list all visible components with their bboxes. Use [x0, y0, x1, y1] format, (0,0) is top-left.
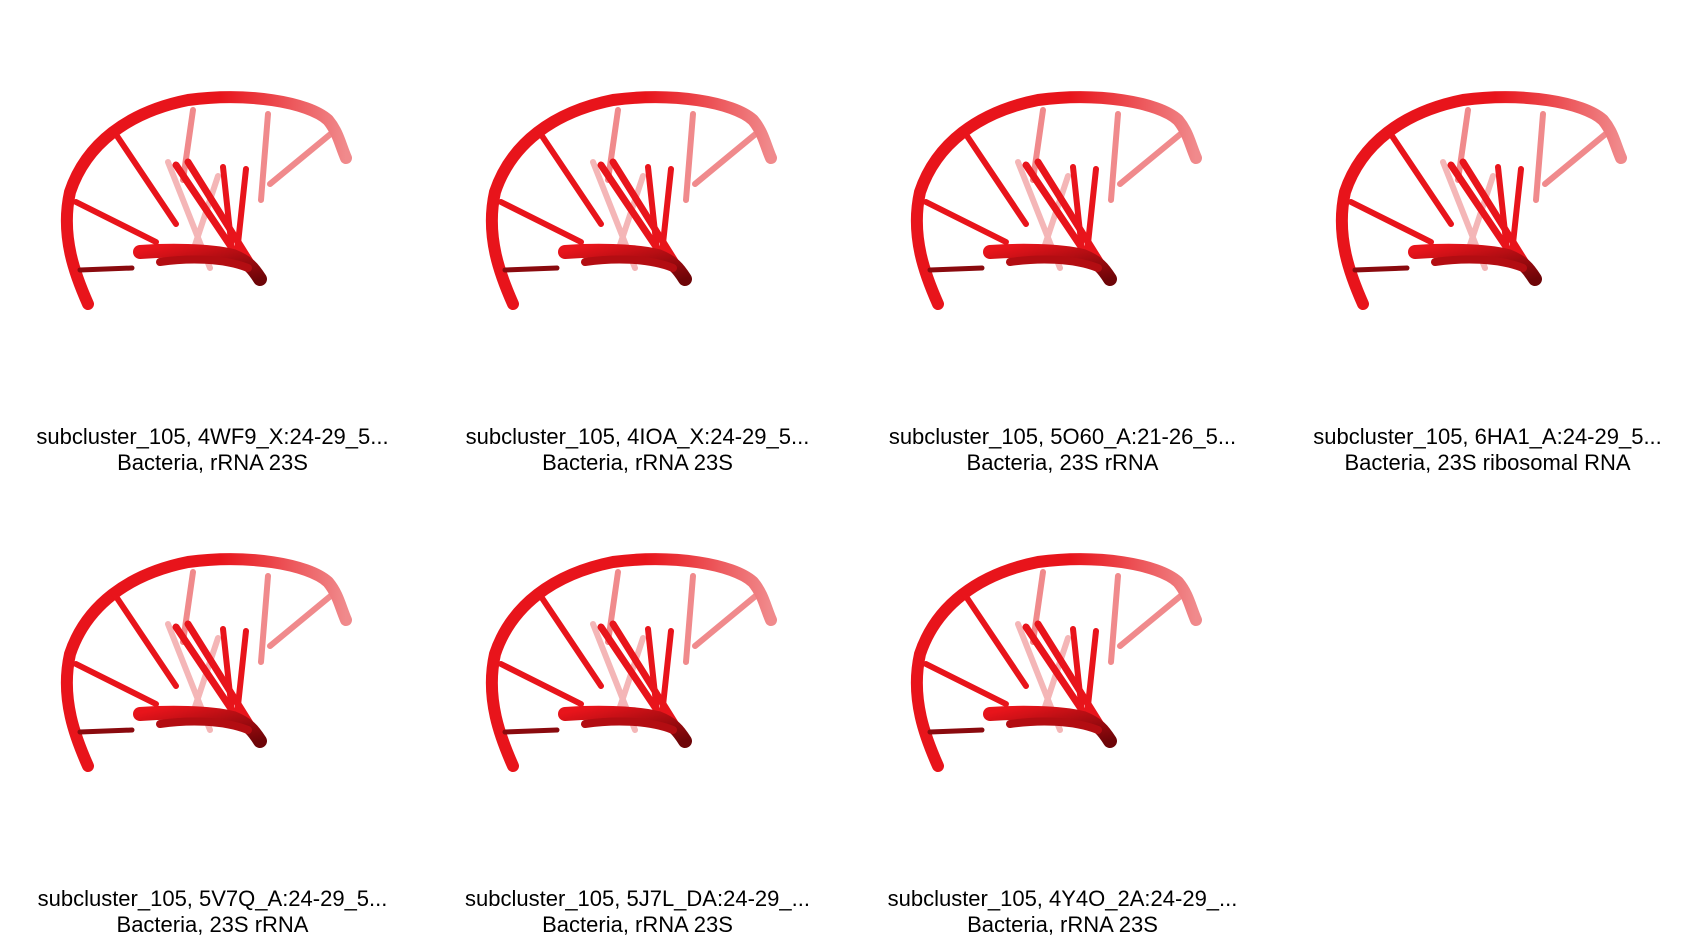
rna-structure-image	[48, 72, 378, 352]
rna-structure-image	[473, 534, 803, 814]
panel-title: subcluster_105, 4Y4O_2A:24-29_...	[887, 886, 1238, 911]
rna-structure-image	[473, 72, 803, 352]
rna-structure-image	[1323, 72, 1653, 352]
gallery-panel: subcluster_105, 4WF9_X:24-29_5... Bacter…	[0, 0, 425, 475]
panel-subtitle: Bacteria, rRNA 23S	[967, 912, 1158, 937]
panel-title: subcluster_105, 5J7L_DA:24-29_...	[465, 886, 810, 911]
panel-subtitle: Bacteria, rRNA 23S	[542, 450, 733, 475]
panel-subtitle: Bacteria, rRNA 23S	[117, 450, 308, 475]
gallery-panel: subcluster_105, 5J7L_DA:24-29_... Bacter…	[425, 462, 850, 937]
panel-caption: subcluster_105, 5V7Q_A:24-29_5... Bacter…	[0, 886, 425, 938]
panel-caption: subcluster_105, 4Y4O_2A:24-29_... Bacter…	[850, 886, 1275, 938]
gallery-panel: subcluster_105, 5V7Q_A:24-29_5... Bacter…	[0, 462, 425, 937]
rna-structure-image	[898, 534, 1228, 814]
panel-caption: subcluster_105, 5O60_A:21-26_5... Bacter…	[850, 424, 1275, 476]
panel-subtitle: Bacteria, rRNA 23S	[542, 912, 733, 937]
panel-caption: subcluster_105, 4WF9_X:24-29_5... Bacter…	[0, 424, 425, 476]
panel-caption: subcluster_105, 4IOA_X:24-29_5... Bacter…	[425, 424, 850, 476]
gallery-panel: subcluster_105, 6HA1_A:24-29_5... Bacter…	[1275, 0, 1700, 475]
panel-subtitle: Bacteria, 23S rRNA	[966, 450, 1159, 475]
panel-subtitle: Bacteria, 23S rRNA	[116, 912, 309, 937]
gallery-panel: subcluster_105, 4Y4O_2A:24-29_... Bacter…	[850, 462, 1275, 937]
panel-title: subcluster_105, 4WF9_X:24-29_5...	[36, 424, 389, 449]
gallery-panel: subcluster_105, 5O60_A:21-26_5... Bacter…	[850, 0, 1275, 475]
panel-caption: subcluster_105, 6HA1_A:24-29_5... Bacter…	[1275, 424, 1700, 476]
panel-title: subcluster_105, 6HA1_A:24-29_5...	[1313, 424, 1662, 449]
panel-title: subcluster_105, 5O60_A:21-26_5...	[888, 424, 1237, 449]
rna-structure-image	[898, 72, 1228, 352]
panel-title: subcluster_105, 4IOA_X:24-29_5...	[465, 424, 810, 449]
panel-caption: subcluster_105, 5J7L_DA:24-29_... Bacter…	[425, 886, 850, 938]
rna-structure-image	[48, 534, 378, 814]
panel-title: subcluster_105, 5V7Q_A:24-29_5...	[37, 886, 388, 911]
panel-subtitle: Bacteria, 23S ribosomal RNA	[1344, 450, 1631, 475]
gallery-panel: subcluster_105, 4IOA_X:24-29_5... Bacter…	[425, 0, 850, 475]
